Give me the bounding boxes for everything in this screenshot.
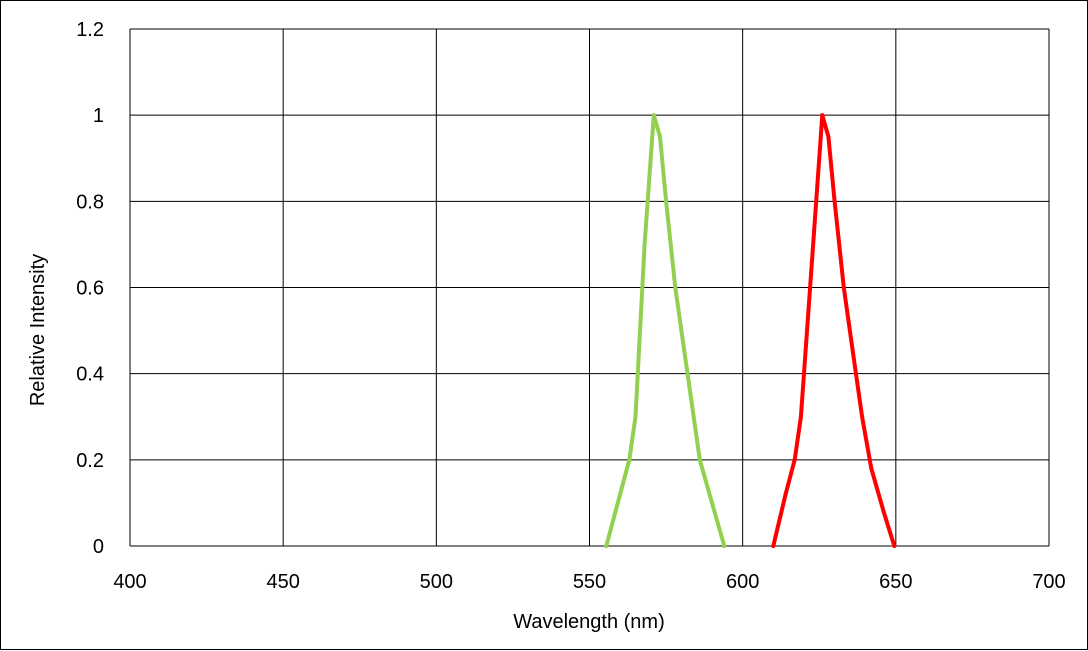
y-tick-label: 0 [93, 536, 104, 558]
data-point [618, 492, 623, 497]
y-tick-label: 1.2 [76, 19, 104, 41]
data-point [722, 544, 727, 548]
x-tick-label: 600 [726, 571, 759, 593]
y-tick-label: 0.2 [76, 450, 104, 472]
data-point [820, 113, 825, 118]
data-point [642, 242, 647, 247]
data-point [633, 414, 638, 419]
data-point [604, 544, 609, 548]
data-point [841, 285, 846, 290]
x-tick-label: 700 [1032, 571, 1065, 593]
data-point [673, 285, 678, 290]
x-tick-label: 550 [573, 571, 606, 593]
grid [129, 28, 1050, 547]
x-tick-label: 650 [879, 571, 912, 593]
series-line-1 [604, 113, 727, 548]
y-tick-label: 0.6 [76, 278, 104, 300]
data-point [808, 285, 813, 290]
data-point [850, 350, 855, 355]
data-point [688, 393, 693, 398]
data-point [657, 134, 662, 139]
x-axis-title: Wavelength (nm) [513, 611, 665, 633]
data-point [881, 509, 886, 514]
data-point [869, 466, 874, 471]
data-point [792, 457, 797, 462]
x-tick-label: 500 [420, 571, 453, 593]
data-point [832, 199, 837, 204]
data-point [771, 544, 776, 548]
data-point [664, 199, 669, 204]
tick-labels: 400 450 500 550 600 650 700 0 0.2 0.4 0.6 0.8 1 1.2 [76, 19, 1066, 593]
y-axis-title: Relative Intensity [27, 254, 49, 406]
data-point [651, 113, 656, 118]
data-point [679, 328, 684, 333]
data-point [697, 457, 702, 462]
series-line-2 [771, 113, 897, 548]
data-point [892, 544, 897, 548]
x-tick-label: 450 [266, 571, 299, 593]
y-tick-label: 1 [93, 105, 104, 127]
data-point [860, 414, 865, 419]
data-point [710, 500, 715, 505]
data-point [798, 414, 803, 419]
data-point [627, 457, 632, 462]
series-layer [604, 113, 897, 548]
y-tick-label: 0.8 [76, 191, 104, 213]
y-tick-label: 0.4 [76, 364, 104, 386]
data-point [783, 492, 788, 497]
x-tick-label: 400 [113, 571, 146, 593]
data-point [826, 134, 831, 139]
